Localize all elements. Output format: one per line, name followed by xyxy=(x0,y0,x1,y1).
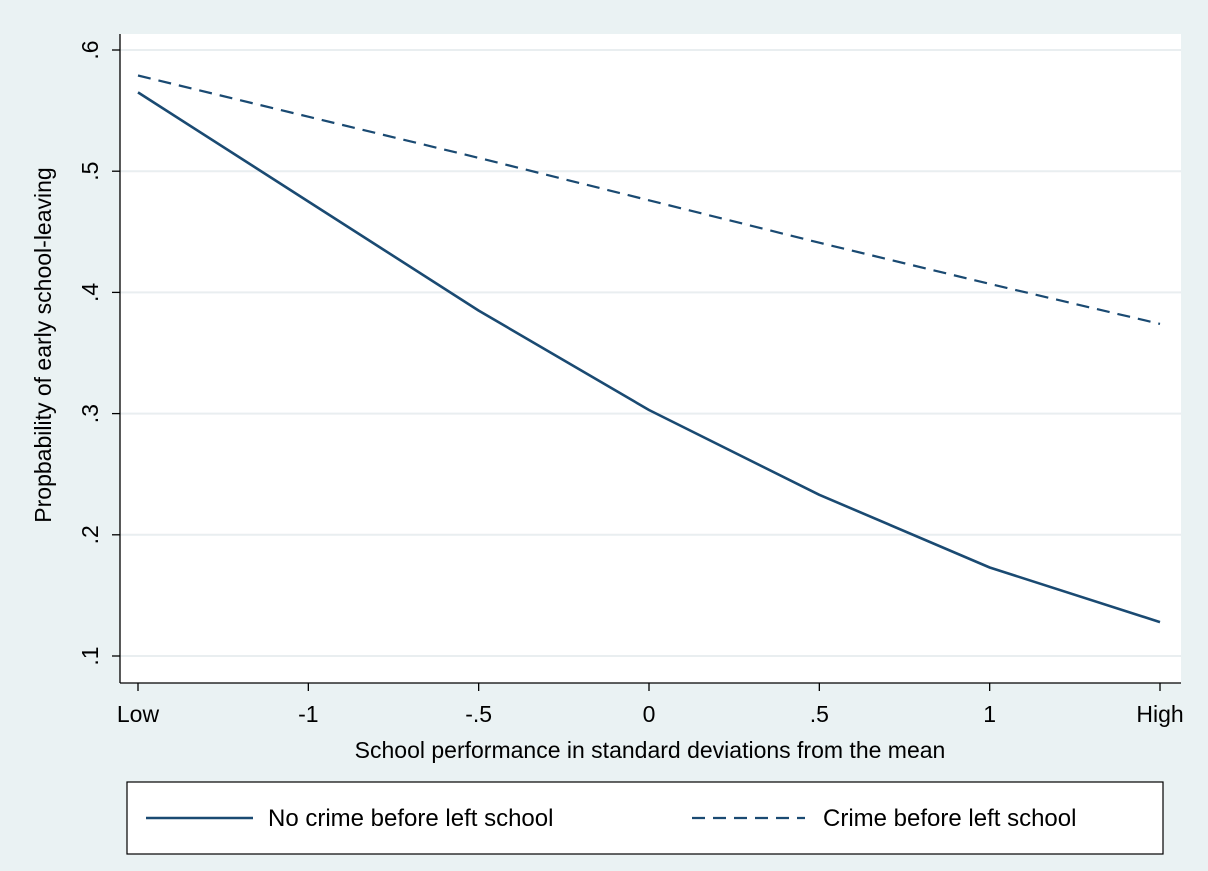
x-tick-label-4: .5 xyxy=(810,701,829,727)
series-line-no-crime xyxy=(137,91,1161,624)
x-tick-label-2: -.5 xyxy=(465,701,492,727)
y-tick-label-0: .1 xyxy=(77,646,103,665)
gridlines xyxy=(120,49,1181,657)
y-axis-title: Propbability of early school-leaving xyxy=(30,167,56,522)
x-tick-label-5: 1 xyxy=(983,701,996,727)
x-tick-label-1: -1 xyxy=(298,701,318,727)
y-axis-ticks: .1 .2 .3 .4 .5 .6 xyxy=(77,40,120,666)
y-tick-label-2: .3 xyxy=(77,404,103,423)
x-axis-title: School performance in standard deviation… xyxy=(355,737,946,763)
x-axis-ticks: Low -1 -.5 0 .5 1 High xyxy=(117,683,1184,727)
y-tick-label-1: .2 xyxy=(77,525,103,544)
x-tick-label-3: 0 xyxy=(643,701,656,727)
y-tick-label-5: .6 xyxy=(77,40,103,59)
legend-box xyxy=(126,781,1164,855)
y-tick-label-3: .4 xyxy=(77,283,103,302)
legend-label-no-crime: No crime before left school xyxy=(268,805,553,832)
legend-label-crime: Crime before left school xyxy=(823,805,1076,832)
x-tick-label-6: High xyxy=(1136,701,1183,727)
series-lines xyxy=(137,74,1161,624)
plot-area xyxy=(120,34,1181,683)
legend: No crime before left school Crime before… xyxy=(126,781,1164,855)
axes xyxy=(119,34,1181,684)
x-tick-label-0: Low xyxy=(117,701,160,727)
y-tick-label-4: .5 xyxy=(77,162,103,181)
series-line-crime xyxy=(137,74,1161,325)
